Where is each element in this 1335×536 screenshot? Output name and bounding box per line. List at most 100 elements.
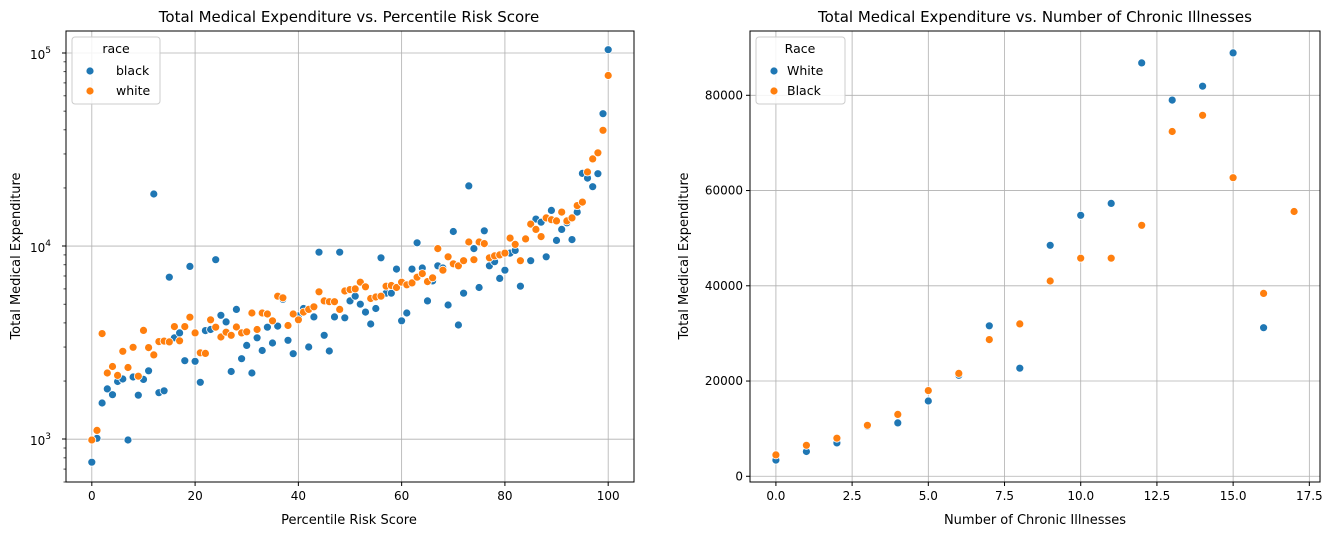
point-white — [231, 322, 241, 332]
point-black — [407, 264, 417, 274]
x-tick-label: 10.0 — [1067, 489, 1094, 503]
point-white — [278, 293, 288, 303]
point-black — [216, 310, 226, 320]
y-tick-label: 60000 — [705, 184, 743, 198]
point-white — [893, 418, 903, 428]
point-white — [923, 396, 933, 406]
point-white — [206, 315, 216, 325]
point-black — [500, 265, 510, 275]
point-black — [195, 377, 205, 387]
legend-label-white: white — [116, 83, 151, 98]
point-white — [87, 435, 97, 445]
point-black — [392, 264, 401, 274]
scatter-points — [87, 45, 613, 467]
point-black — [350, 291, 360, 301]
point-white — [1259, 323, 1268, 333]
legend-marker-white — [769, 66, 779, 76]
scatter-points — [771, 48, 1299, 465]
point-black — [495, 273, 505, 283]
x-ticks: 0.0 2.5 5.0 7.5 10.0 12.5 15.0 17.5 — [766, 482, 1323, 503]
point-black — [1137, 220, 1147, 230]
point-black — [159, 386, 169, 396]
point-white — [505, 233, 515, 243]
x-tick-label: 0.0 — [766, 489, 785, 503]
x-tick-label: 20 — [187, 489, 202, 503]
point-white — [133, 371, 143, 381]
point-white — [335, 304, 345, 314]
legend-label-black: black — [116, 63, 150, 78]
point-black — [231, 304, 241, 314]
point-black — [288, 349, 298, 359]
point-black — [1167, 127, 1177, 136]
chart-title: Total Medical Expenditure vs. Number of … — [817, 8, 1252, 26]
point-black — [180, 356, 190, 366]
point-black — [257, 346, 267, 355]
point-white — [567, 213, 577, 223]
point-white — [144, 343, 154, 353]
point-white — [598, 125, 608, 135]
point-white — [252, 325, 262, 334]
legend-box — [755, 36, 846, 105]
y-tick-label: 40000 — [705, 279, 743, 293]
y-tick-label: 103 — [30, 432, 51, 448]
y-ticks: 103 104 105 — [30, 46, 66, 483]
point-white — [123, 363, 133, 372]
point-white — [169, 322, 179, 332]
point-black — [226, 367, 236, 376]
point-black — [541, 252, 551, 262]
point-black — [474, 283, 484, 292]
point-white — [443, 252, 453, 262]
point-black — [469, 244, 479, 254]
x-tick-label: 40 — [291, 489, 306, 503]
point-black — [464, 181, 474, 191]
point-black — [603, 45, 613, 55]
point-white — [531, 224, 541, 234]
point-black — [516, 281, 525, 291]
point-white — [108, 362, 117, 371]
legend-label-black: Black — [787, 83, 822, 98]
point-white — [407, 278, 417, 288]
x-axis-label: Number of Chronic Illnesses — [944, 513, 1126, 528]
point-black — [1076, 253, 1086, 263]
point-white — [479, 239, 489, 249]
point-black — [547, 205, 556, 215]
point-white — [190, 328, 200, 338]
point-black — [1259, 288, 1268, 298]
point-white — [350, 284, 360, 294]
point-black — [423, 296, 432, 306]
legend: Race White Black — [755, 36, 846, 105]
point-white — [536, 232, 546, 242]
point-white — [417, 269, 427, 279]
point-black — [262, 322, 272, 332]
point-white — [293, 315, 303, 325]
point-black — [863, 420, 872, 430]
point-white — [1137, 58, 1147, 68]
point-black — [552, 235, 561, 245]
point-white — [175, 336, 185, 346]
point-white — [433, 244, 443, 254]
chart-chronic-illnesses: Total Medical Expenditure vs. Number of … — [677, 8, 1323, 528]
x-tick-label: 0 — [88, 489, 96, 503]
point-white — [593, 148, 603, 158]
point-white — [242, 327, 252, 337]
x-tick-label: 5.0 — [919, 489, 938, 503]
x-tick-label: 60 — [394, 489, 409, 503]
point-white — [500, 248, 510, 258]
point-white — [521, 234, 530, 244]
point-white — [185, 312, 195, 322]
legend: race black white — [71, 36, 161, 105]
point-white — [361, 282, 370, 292]
point-black — [397, 316, 407, 326]
point-black — [954, 368, 964, 378]
point-black — [144, 366, 154, 376]
point-white — [262, 309, 272, 319]
point-white — [428, 273, 438, 283]
point-black — [1228, 173, 1238, 183]
point-white — [283, 321, 293, 330]
point-white — [1198, 81, 1207, 91]
point-black — [1015, 319, 1025, 329]
point-white — [1228, 48, 1238, 58]
y-tick-label: 0 — [735, 469, 743, 483]
x-tick-label: 12.5 — [1144, 489, 1171, 503]
